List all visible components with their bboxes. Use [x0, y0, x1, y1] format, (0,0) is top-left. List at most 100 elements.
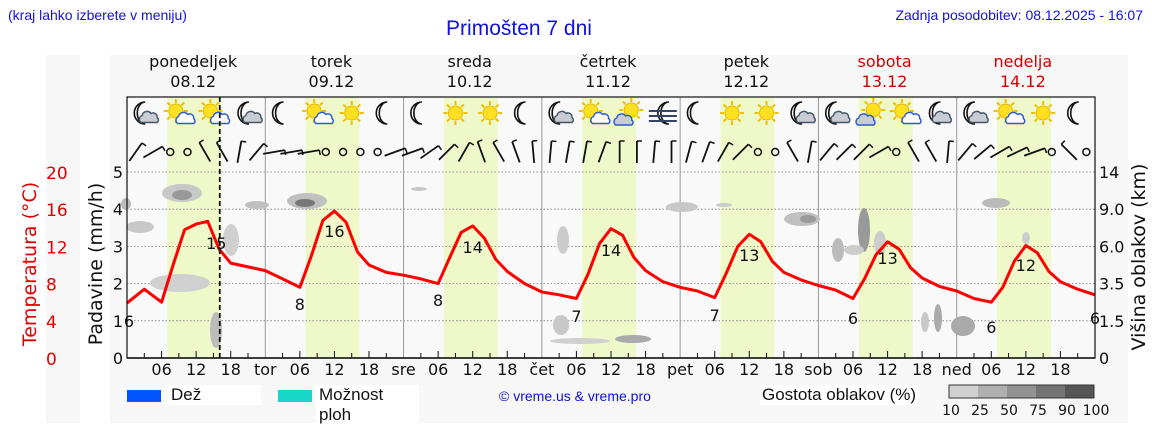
svg-text:5: 5 [113, 163, 123, 182]
svg-text:75: 75 [1029, 403, 1047, 419]
axes: 01234504812162001.53.56.09.014Temperatur… [19, 96, 1150, 379]
wind-barbs [128, 139, 1091, 164]
cloud-sun-icon [855, 98, 886, 126]
moon-cloud-icon [790, 101, 816, 125]
svg-text:2: 2 [113, 275, 123, 294]
svg-text:12: 12 [463, 360, 483, 379]
svg-text:6.0: 6.0 [1099, 237, 1124, 256]
svg-text:8: 8 [295, 295, 305, 314]
sun-cloud-icon [993, 99, 1026, 125]
svg-text:1: 1 [113, 312, 123, 331]
moon-cloud-icon [963, 101, 989, 125]
day-label-2: sreda 10.12 [446, 52, 493, 91]
svg-text:12: 12 [324, 360, 344, 379]
storm-legend-label: Možnost ploh [316, 385, 419, 425]
svg-text:100: 100 [1083, 403, 1110, 419]
day-label-0: ponedeljek 08.12 [149, 52, 238, 91]
fog-moon-icon [648, 101, 677, 125]
grid-lines [127, 97, 1095, 358]
svg-text:14: 14 [1099, 163, 1119, 182]
svg-text:0: 0 [1099, 349, 1109, 368]
svg-text:06: 06 [290, 360, 310, 379]
svg-text:18: 18 [774, 360, 794, 379]
svg-text:14: 14 [601, 241, 621, 260]
day-label-3: četrtek 11.12 [579, 52, 637, 91]
copyright-link[interactable]: © vreme.us & vreme.pro [499, 388, 651, 404]
svg-text:9.0: 9.0 [1099, 200, 1124, 219]
rain-swatch [127, 390, 161, 402]
svg-text:Višina oblakov (km): Višina oblakov (km) [1128, 164, 1150, 351]
svg-text:3: 3 [113, 237, 123, 256]
svg-text:Padavine (mm/h): Padavine (mm/h) [85, 183, 107, 346]
sun-cloud-icon [889, 99, 922, 125]
svg-text:12: 12 [739, 360, 759, 379]
svg-text:7: 7 [710, 306, 720, 325]
svg-text:16: 16 [46, 201, 68, 221]
sun-cloud-icon [163, 99, 196, 125]
svg-text:18: 18 [912, 360, 932, 379]
svg-text:8: 8 [46, 276, 57, 296]
legend: 10 25 50 75 90 100 [942, 384, 1110, 419]
svg-text:3.5: 3.5 [1099, 275, 1124, 294]
svg-text:Temperatura (°C): Temperatura (°C) [19, 182, 41, 347]
svg-text:12: 12 [1016, 360, 1036, 379]
svg-text:ned: ned [942, 360, 972, 379]
svg-text:90: 90 [1058, 403, 1076, 419]
sun-icon [720, 101, 744, 125]
svg-text:8: 8 [433, 291, 443, 310]
svg-text:50: 50 [1000, 403, 1018, 419]
moon-icon [513, 101, 526, 125]
moon-icon [271, 101, 284, 125]
svg-text:10: 10 [942, 403, 960, 419]
svg-text:18: 18 [497, 360, 517, 379]
rain-legend-label: Dež [168, 385, 261, 405]
svg-text:13: 13 [877, 249, 897, 268]
svg-text:18: 18 [359, 360, 379, 379]
svg-text:12: 12 [1016, 256, 1036, 275]
sun-cloud-icon [578, 99, 611, 125]
svg-text:18: 18 [221, 360, 241, 379]
svg-text:18: 18 [1050, 360, 1070, 379]
svg-text:0: 0 [46, 350, 57, 370]
cloud-sun-icon [613, 98, 644, 126]
day-label-6: nedelja 14.12 [993, 52, 1053, 91]
svg-text:06: 06 [705, 360, 725, 379]
svg-text:pet: pet [667, 360, 693, 379]
svg-text:7: 7 [571, 307, 581, 326]
svg-text:čet: čet [529, 360, 554, 379]
svg-text:12: 12 [46, 238, 68, 258]
svg-text:06: 06 [428, 360, 448, 379]
svg-text:16: 16 [324, 222, 344, 241]
svg-text:12: 12 [877, 360, 897, 379]
svg-text:25: 25 [971, 403, 989, 419]
svg-text:0: 0 [113, 349, 123, 368]
location-hint[interactable]: (kraj lahko izberete v meniju) [8, 7, 187, 23]
temperature-axis-panel [46, 55, 80, 423]
sun-cloud-icon [302, 99, 334, 125]
sun-icon [478, 101, 502, 125]
svg-text:06: 06 [566, 360, 586, 379]
svg-text:18: 18 [635, 360, 655, 379]
day-label-4: petek 12.12 [723, 52, 770, 91]
svg-text:12: 12 [601, 360, 621, 379]
svg-text:13: 13 [739, 246, 759, 265]
sun-icon [1031, 101, 1056, 125]
svg-text:4: 4 [46, 313, 57, 333]
last-update: Zadnja posodobitev: 08.12.2025 - 16:07 [895, 7, 1143, 23]
moon-icon [1066, 101, 1079, 125]
svg-text:14: 14 [463, 238, 483, 257]
svg-text:1.5: 1.5 [1099, 312, 1124, 331]
svg-text:20: 20 [46, 164, 68, 184]
svg-text:6: 6 [124, 312, 134, 331]
svg-text:6: 6 [986, 318, 996, 337]
moon-icon [410, 101, 422, 125]
svg-text:12: 12 [186, 360, 206, 379]
page-title: Primošten 7 dni [446, 17, 592, 40]
day-label-5: sobota 13.12 [857, 52, 912, 91]
moon-cloud-icon [824, 101, 851, 125]
svg-text:06: 06 [981, 360, 1001, 379]
svg-text:4: 4 [113, 200, 123, 219]
svg-text:15: 15 [206, 234, 226, 253]
